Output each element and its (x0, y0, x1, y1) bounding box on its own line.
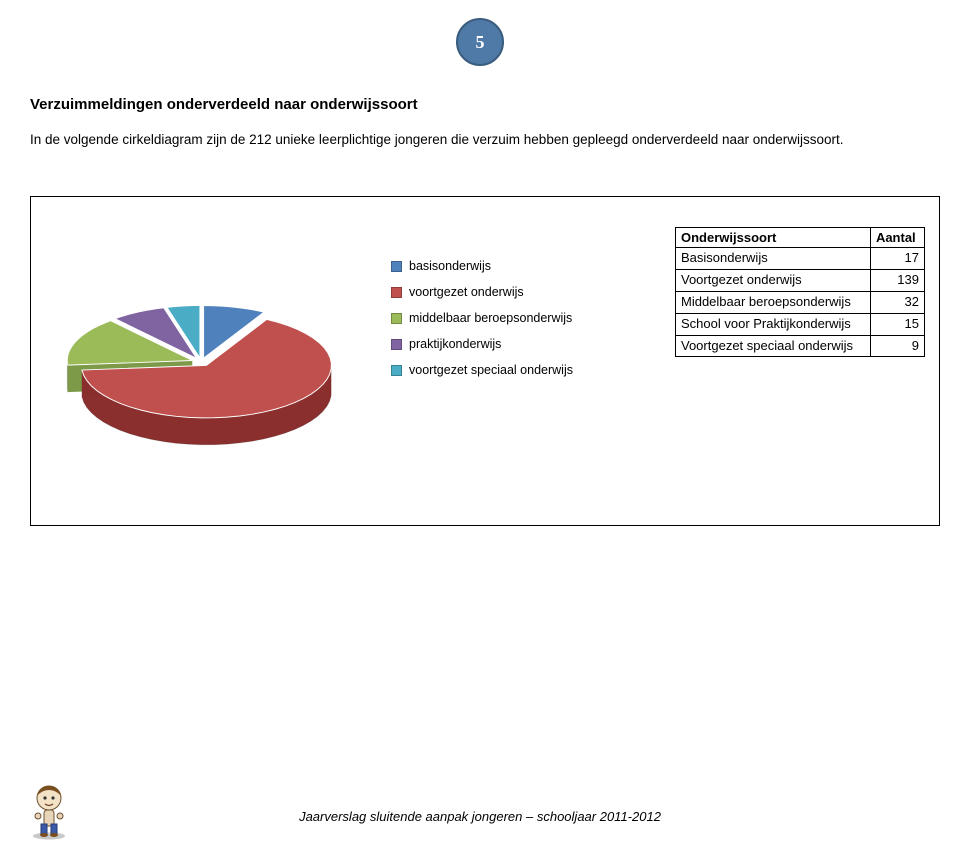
pie-chart (41, 237, 371, 487)
mascot-icon (26, 780, 72, 840)
page-number-badge: 5 (456, 18, 504, 66)
table-cell-label: Voortgezet speciaal onderwijs (676, 335, 871, 357)
legend-label: basisonderwijs (409, 259, 491, 273)
table-cell-label: Voortgezet onderwijs (676, 269, 871, 291)
section-heading: Verzuimmeldingen onderverdeeld naar onde… (30, 96, 418, 113)
footer-text: Jaarverslag sluitende aanpak jongeren – … (0, 809, 960, 824)
table-cell-label: Basisonderwijs (676, 248, 871, 270)
table-row: Basisonderwijs17 (676, 248, 925, 270)
legend-swatch (391, 365, 402, 376)
legend-item: praktijkonderwijs (391, 337, 641, 351)
legend-swatch (391, 313, 402, 324)
legend-label: praktijkonderwijs (409, 337, 501, 351)
table-header-label: Onderwijssoort (676, 228, 871, 248)
table-cell-value: 139 (870, 269, 924, 291)
table-row: Voortgezet onderwijs139 (676, 269, 925, 291)
legend-swatch (391, 339, 402, 350)
table-cell-label: School voor Praktijkonderwijs (676, 313, 871, 335)
legend-label: voortgezet speciaal onderwijs (409, 363, 573, 377)
table-row: Middelbaar beroepsonderwijs32 (676, 291, 925, 313)
table-row: School voor Praktijkonderwijs15 (676, 313, 925, 335)
table-cell-value: 9 (870, 335, 924, 357)
table-cell-label: Middelbaar beroepsonderwijs (676, 291, 871, 313)
legend-item: voortgezet speciaal onderwijs (391, 363, 641, 377)
legend-swatch (391, 261, 402, 272)
table-cell-value: 15 (870, 313, 924, 335)
legend-item: basisonderwijs (391, 259, 641, 273)
table-row: Voortgezet speciaal onderwijs9 (676, 335, 925, 357)
chart-and-table-panel: basisonderwijs voortgezet onderwijs middel… (30, 196, 940, 526)
legend-item: voortgezet onderwijs (391, 285, 641, 299)
legend-swatch (391, 287, 402, 298)
data-table: Onderwijssoort Aantal Basisonderwijs17Vo… (675, 227, 925, 357)
legend-item: middelbaar beroepsonderwijs (391, 311, 641, 325)
table-body: Basisonderwijs17Voortgezet onderwijs139M… (676, 248, 925, 357)
intro-text: In de volgende cirkeldiagram zijn de 212… (30, 130, 930, 150)
legend-label: voortgezet onderwijs (409, 285, 524, 299)
table-cell-value: 17 (870, 248, 924, 270)
chart-legend: basisonderwijs voortgezet onderwijs middel… (391, 259, 641, 389)
legend-label: middelbaar beroepsonderwijs (409, 311, 572, 325)
table-cell-value: 32 (870, 291, 924, 313)
table-header-value: Aantal (870, 228, 924, 248)
